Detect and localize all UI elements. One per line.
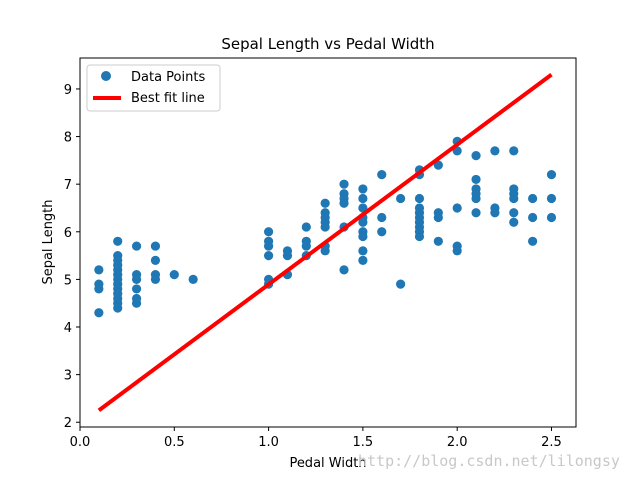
data-point [150,255,161,265]
data-point [471,208,481,218]
data-point [433,236,443,246]
data-point [131,274,142,284]
plot-frame [79,57,577,428]
y-tick-label: 6 [64,226,72,241]
data-point [320,222,330,232]
legend-label-data-points: Data Points [131,70,205,85]
data-point [263,241,274,251]
y-axis-title: Sepal Length [41,199,56,284]
x-tick-label: 1.0 [258,435,279,450]
x-axis-title: Pedal Width [289,456,366,471]
data-point [263,227,274,237]
data-point [150,241,161,251]
data-point [452,246,462,256]
data-point [471,151,481,161]
data-point [131,284,142,294]
data-point [358,217,368,227]
data-point [509,146,519,156]
data-point [358,193,368,204]
data-point [94,265,104,275]
data-point [339,265,349,275]
data-point [377,212,387,223]
data-point [358,231,368,242]
data-point [320,198,330,208]
data-point [320,246,330,256]
data-point [358,255,368,265]
data-point [94,284,104,294]
y-tick-label: 8 [64,131,72,146]
data-point [358,203,368,213]
data-point [528,193,538,204]
data-point [188,274,198,284]
data-point [490,208,500,218]
y-tick-label: 9 [64,83,72,98]
data-point [301,241,311,251]
x-tick-label: 1.5 [353,435,374,450]
data-point [546,170,557,180]
x-tick-label: 2.0 [447,435,468,450]
data-point [150,274,161,284]
data-point [339,179,349,189]
x-tick-label: 0.5 [164,435,185,450]
data-point [169,270,179,280]
data-point [414,193,425,204]
data-point [509,193,519,204]
data-point [131,241,142,251]
y-tick-label: 7 [64,178,72,193]
data-point [358,184,368,194]
best-fit-line [97,73,553,412]
y-tick-label: 3 [64,369,72,384]
plot-area [94,73,557,412]
x-tick-label: 0.0 [70,435,91,450]
data-point [452,203,462,213]
data-point [301,222,311,232]
watermark: http://blog.csdn.net/lilongsy [358,452,620,470]
data-point [528,236,538,246]
data-point [509,217,519,227]
legend-label-best-fit-line: Best fit line [131,91,205,106]
data-point [358,246,368,256]
y-tick-label: 2 [64,416,72,431]
y-tick-label: 4 [64,321,72,336]
y-tick-label: 5 [64,273,72,288]
data-point [546,193,557,204]
data-point [471,174,481,185]
data-point [471,193,481,204]
data-point [509,208,519,218]
data-point [490,146,500,156]
legend: Data Points Best fit line [86,64,221,112]
data-point [113,303,123,313]
data-point [377,170,387,180]
x-tick-label: 2.5 [541,435,562,450]
data-point [414,231,425,242]
data-point [433,212,443,223]
data-point [94,308,104,318]
data-point [263,250,274,261]
data-point [131,298,142,308]
legend-marker-data-points [101,71,111,81]
data-point [377,227,387,237]
data-point [546,212,557,223]
data-point [113,236,123,246]
chart-title: Sepal Length vs Pedal Width [221,35,434,53]
data-point [339,198,349,208]
data-point [396,193,406,204]
data-point [528,212,538,223]
axes: 0.0 0.5 1.0 1.5 2.0 2.5 2 3 4 5 6 7 8 9 [64,83,562,450]
data-point [282,250,293,261]
data-point [433,160,443,170]
data-point [396,279,406,289]
